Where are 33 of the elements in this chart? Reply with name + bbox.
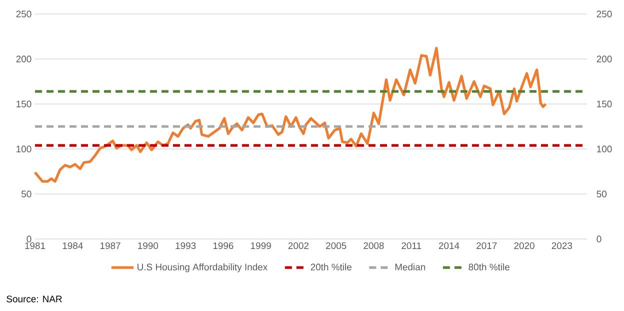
source-note: Source: NAR [6,296,62,302]
x-tick-label: 1993 [176,242,196,250]
y2-tick-label: 100 [597,146,612,152]
x-tick-label: 1999 [251,242,271,250]
x-tick-label: 2002 [288,242,309,250]
y2-tick-label: 50 [596,190,607,198]
y2-tick-label: 150 [597,100,612,108]
y2-tick-label: 0 [596,236,602,242]
x-tick-label: 1996 [213,242,234,250]
x-tick-label: 2011 [402,242,422,250]
x-tick-label: 1990 [138,242,158,250]
x-tick-label: 2017 [476,242,497,250]
line-series [34,46,547,183]
y-tick-label: 100 [16,146,32,152]
y2-tick-label: 200 [596,56,612,62]
x-tick-label: 1981 [25,242,46,250]
y2-tick-label: 250 [596,10,612,18]
legend-label: 20th %tile [310,263,352,270]
x-tick-label: 2023 [552,242,572,250]
x-tick-label: 2020 [514,242,534,250]
legend-label: 80th %tile [468,263,510,270]
x-tick-label: 2014 [438,242,460,250]
y-tick-label: 200 [16,56,32,62]
x-tick-label: 1984 [62,242,83,250]
legend-label: Median [395,263,426,270]
y-tick-label: 250 [16,10,32,18]
x-tick-label: 1987 [100,242,120,250]
y-tick-label: 0 [26,236,32,242]
y-tick-label: 50 [21,190,32,198]
x-tick-label: 2008 [364,242,384,250]
y-tick-label: 150 [16,100,32,108]
x-tick-label: 2005 [326,242,346,250]
legend-label: U.S Housing Affordability Index [138,263,268,272]
